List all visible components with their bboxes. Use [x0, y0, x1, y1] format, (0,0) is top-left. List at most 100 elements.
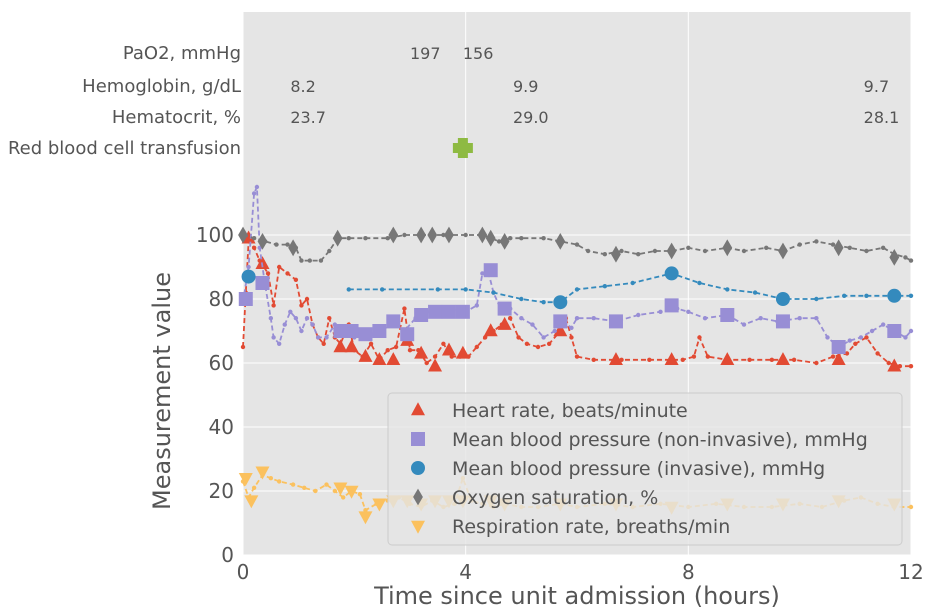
series-heart_rate [240, 230, 914, 372]
y-tick-label: 0 [221, 543, 234, 567]
series-dot [254, 184, 260, 190]
series-dot [310, 322, 315, 327]
data-point [485, 229, 496, 247]
lab-value: 23.7 [290, 108, 326, 127]
data-point [778, 242, 788, 260]
data-point [414, 308, 429, 322]
data-point [428, 358, 443, 372]
y-axis-label: Measurement value [148, 272, 176, 510]
series-dot [574, 242, 580, 247]
data-point [358, 511, 373, 525]
data-point [611, 245, 621, 263]
lab-row-label: Red blood cell transfusion [8, 138, 241, 159]
series-dot [449, 354, 454, 359]
series-dot [908, 504, 914, 510]
series-dot [903, 335, 908, 340]
legend-box [387, 392, 903, 546]
axes: 0 4 8 12 0 20 40 60 80 100 [196, 223, 924, 584]
series-dot [552, 328, 557, 334]
series-dot [546, 341, 552, 346]
data-point [400, 327, 415, 342]
data-point [483, 263, 498, 278]
lab-value: 9.9 [513, 77, 538, 96]
series-dot [268, 476, 274, 481]
series-dot [814, 239, 819, 244]
series-dot [741, 322, 747, 327]
series-dot [844, 351, 850, 356]
data-point [255, 466, 270, 480]
series-dot [432, 354, 438, 359]
series-mbp_invasive [241, 266, 914, 310]
series-dot [764, 245, 769, 250]
series-dot [304, 296, 310, 302]
series-dot [752, 290, 758, 295]
series-dot [299, 328, 304, 334]
data-point [831, 352, 846, 366]
series-dot [246, 264, 251, 270]
data-point [241, 269, 256, 284]
y-tick-label: 80 [209, 287, 234, 311]
series-dot [474, 303, 479, 308]
series-dot [686, 245, 691, 250]
data-point [775, 292, 790, 306]
series-dot [282, 322, 287, 327]
data-point [553, 314, 568, 329]
series-dot [290, 482, 296, 487]
series-dot [880, 245, 886, 250]
series-dot [276, 264, 282, 270]
data-point [344, 339, 359, 353]
legend-marker [413, 488, 423, 506]
series-dot [705, 354, 711, 359]
series-dot [321, 341, 326, 346]
series-dot [240, 344, 246, 350]
series-dot [402, 232, 407, 238]
series-dot [368, 341, 374, 346]
transfusion-marker [452, 138, 473, 158]
series-dot [324, 482, 329, 487]
lab-row-label: Hematocrit, % [112, 107, 241, 128]
series-dot [908, 258, 914, 263]
series-dot [357, 492, 363, 497]
data-point [257, 233, 268, 250]
series-dot [508, 236, 513, 241]
series-dot [327, 248, 332, 254]
data-point [664, 266, 679, 281]
data-point [833, 239, 844, 257]
series-dot [585, 248, 591, 254]
data-point [497, 316, 512, 330]
legend-marker [411, 461, 425, 475]
series-dot [847, 338, 852, 343]
series-dot [424, 360, 429, 366]
series-dot [304, 316, 310, 321]
data-point [608, 352, 623, 366]
series-dot [875, 351, 880, 356]
data-point [497, 301, 512, 316]
series-dot [574, 354, 580, 359]
legend-marker [411, 402, 425, 416]
series-dot [686, 309, 691, 314]
series-dot [903, 255, 908, 260]
series-spo2 [238, 226, 914, 266]
y-tick-label: 60 [209, 351, 234, 375]
data-point [344, 324, 359, 338]
data-point [831, 340, 846, 354]
series-dot [315, 335, 321, 340]
data-point [555, 233, 566, 250]
series-dot [480, 271, 485, 276]
series-dot [864, 293, 869, 298]
series-dot [482, 335, 488, 340]
data-point [455, 345, 470, 359]
series-dot [268, 316, 274, 321]
y-tick-label: 40 [209, 415, 234, 439]
series-dot [496, 239, 502, 244]
series-dot [302, 485, 307, 490]
series-dot [702, 316, 708, 321]
series-dot [697, 280, 702, 286]
labs-panel: PaO2, mmHg 197 156 Hemoglobin, g/dL 8.2 9.9 9.… [8, 43, 899, 159]
data-point [775, 352, 790, 366]
series-dot [516, 335, 521, 340]
series-dot [602, 284, 608, 289]
data-point [332, 229, 343, 247]
data-point [499, 233, 510, 250]
